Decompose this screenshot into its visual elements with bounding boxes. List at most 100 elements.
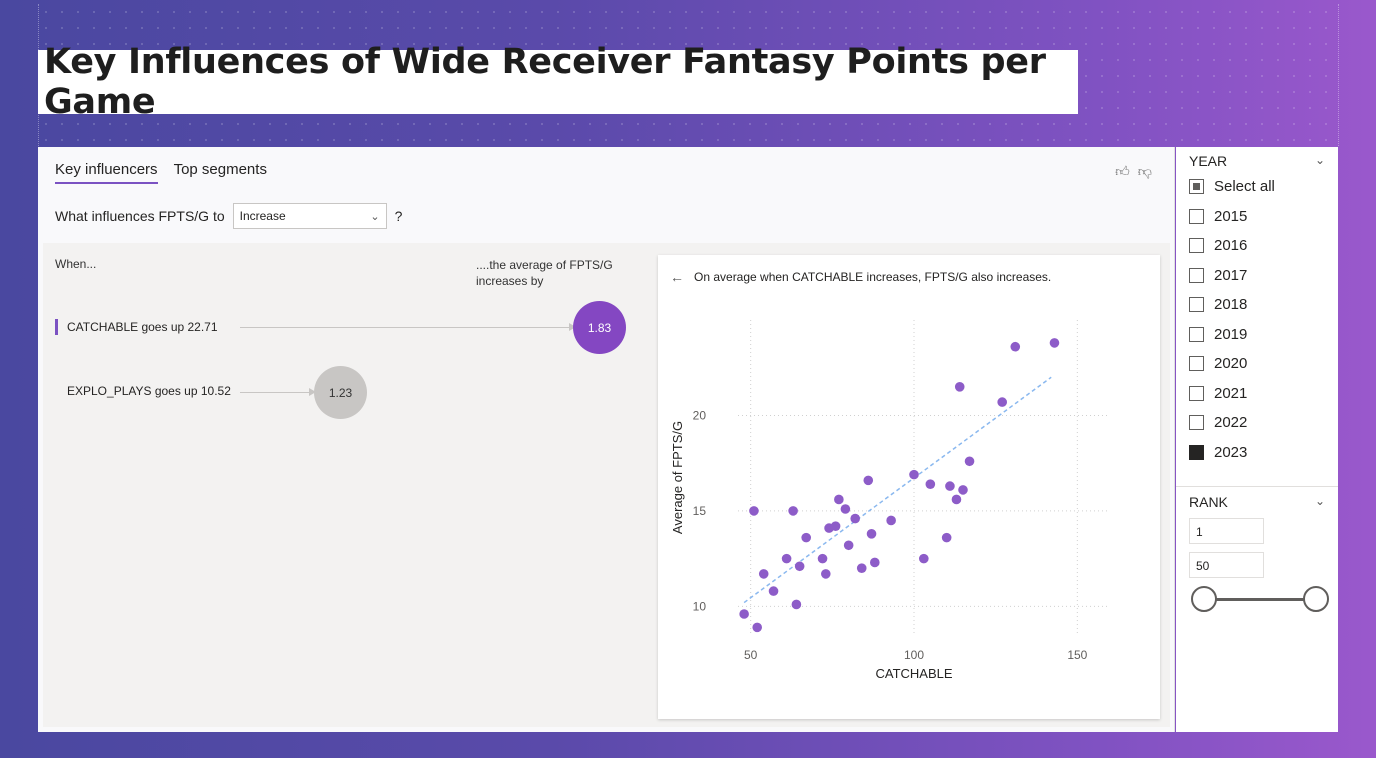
year-slicer-item-label: 2015 bbox=[1214, 208, 1247, 225]
dropdown-value: Increase bbox=[240, 209, 286, 223]
slicer-divider bbox=[1176, 486, 1338, 487]
scatter-point bbox=[788, 506, 798, 516]
scatter-chart: 10 15 20 50 100 150 CATCHABLE Average of FPTS/G bbox=[658, 255, 1160, 719]
year-slicer-item-label: 2020 bbox=[1214, 355, 1247, 372]
average-label: ....the average of FPTS/G increases by bbox=[476, 257, 626, 289]
question-row: What influences FPTS/G to Increase ⌄ ? bbox=[55, 203, 402, 229]
year-slicer-item[interactable]: 2021 bbox=[1189, 385, 1247, 402]
checkbox[interactable] bbox=[1189, 445, 1204, 460]
x-tick-label: 50 bbox=[744, 648, 758, 662]
increase-dropdown[interactable]: Increase ⌄ bbox=[233, 203, 387, 229]
year-slicer-item-label: 2018 bbox=[1214, 296, 1247, 313]
scatter-point bbox=[801, 533, 811, 543]
checkbox[interactable] bbox=[1189, 238, 1204, 253]
chevron-down-icon[interactable]: ⌄ bbox=[1315, 153, 1325, 169]
header-guide-line bbox=[1338, 4, 1339, 146]
scatter-point bbox=[958, 485, 968, 495]
year-slicer-item[interactable]: 2022 bbox=[1189, 414, 1247, 431]
scatter-point bbox=[792, 600, 802, 610]
year-slicer-item-label: 2023 bbox=[1214, 444, 1247, 461]
scatter-point bbox=[955, 382, 965, 392]
checkbox[interactable] bbox=[1189, 297, 1204, 312]
scatter-point bbox=[886, 516, 896, 526]
scatter-point bbox=[818, 554, 828, 564]
checkbox[interactable] bbox=[1189, 179, 1204, 194]
year-slicer-item-label: Select all bbox=[1214, 178, 1275, 195]
checkbox[interactable] bbox=[1189, 268, 1204, 283]
y-axis-label: Average of FPTS/G bbox=[670, 421, 685, 534]
rank-slider-track[interactable] bbox=[1204, 598, 1317, 601]
year-slicer-title: YEAR bbox=[1189, 153, 1227, 169]
influencer-label: CATCHABLE goes up 22.71 bbox=[67, 320, 218, 334]
checkbox[interactable] bbox=[1189, 209, 1204, 224]
year-slicer-item[interactable]: 2015 bbox=[1189, 208, 1247, 225]
checkbox[interactable] bbox=[1189, 327, 1204, 342]
connector-line bbox=[240, 392, 312, 393]
influencer-row-explo-plays[interactable]: EXPLO_PLAYS goes up 10.52 bbox=[55, 384, 231, 398]
scatter-point bbox=[769, 586, 779, 596]
thumbs-up-icon[interactable]: 👍︎ bbox=[1115, 163, 1130, 180]
scatter-point bbox=[867, 529, 877, 539]
checkbox[interactable] bbox=[1189, 356, 1204, 371]
scatter-point bbox=[1010, 342, 1020, 352]
scatter-point bbox=[821, 569, 831, 579]
scatter-point bbox=[945, 481, 955, 491]
x-tick-label: 150 bbox=[1067, 648, 1087, 662]
chevron-down-icon[interactable]: ⌄ bbox=[1315, 494, 1325, 510]
rank-slicer-title: RANK bbox=[1189, 494, 1228, 510]
year-slicer-item[interactable]: Select all bbox=[1189, 178, 1275, 195]
year-slicer-item[interactable]: 2018 bbox=[1189, 296, 1247, 313]
year-slicer-item[interactable]: 2017 bbox=[1189, 267, 1247, 284]
tab-key-influencers[interactable]: Key influencers bbox=[55, 161, 158, 184]
year-slicer-item[interactable]: 2016 bbox=[1189, 237, 1247, 254]
year-slicer-item-label: 2016 bbox=[1214, 237, 1247, 254]
x-axis-label: CATCHABLE bbox=[875, 666, 952, 681]
tab-top-segments[interactable]: Top segments bbox=[174, 161, 267, 184]
scatter-point bbox=[919, 554, 929, 564]
scatter-point bbox=[942, 533, 952, 543]
thumbs-down-icon[interactable]: 👎︎ bbox=[1138, 163, 1152, 180]
year-slicer-item[interactable]: 2020 bbox=[1189, 355, 1247, 372]
feedback-buttons: 👍︎ 👎︎ bbox=[1115, 163, 1152, 180]
scatter-point bbox=[752, 623, 762, 633]
year-slicer-item[interactable]: 2019 bbox=[1189, 326, 1247, 343]
rank-slider-min-handle[interactable] bbox=[1191, 586, 1217, 612]
connector-line bbox=[240, 327, 572, 328]
scatter-point bbox=[965, 456, 975, 466]
question-suffix: ? bbox=[395, 208, 403, 224]
influence-bubble[interactable]: 1.23 bbox=[314, 366, 367, 419]
scatter-point bbox=[844, 540, 854, 550]
when-label: When... bbox=[55, 257, 96, 271]
scatter-point bbox=[834, 495, 844, 505]
scatter-point bbox=[1050, 338, 1060, 348]
influencer-label: EXPLO_PLAYS goes up 10.52 bbox=[67, 384, 231, 398]
scatter-point bbox=[749, 506, 759, 516]
title-box: Key Influences of Wide Receiver Fantasy … bbox=[38, 50, 1078, 114]
scatter-point bbox=[863, 476, 873, 486]
scatter-point bbox=[952, 495, 962, 505]
checkbox[interactable] bbox=[1189, 386, 1204, 401]
scatter-point bbox=[795, 561, 805, 571]
question-prefix: What influences FPTS/G to bbox=[55, 208, 225, 224]
scatter-point bbox=[926, 479, 936, 489]
scatter-point bbox=[850, 514, 860, 524]
scatter-point bbox=[782, 554, 792, 564]
scatter-point bbox=[841, 504, 851, 514]
rank-max-input[interactable]: 50 bbox=[1189, 552, 1264, 578]
influencer-row-catchable[interactable]: CATCHABLE goes up 22.71 bbox=[55, 319, 218, 335]
scatter-point bbox=[759, 569, 769, 579]
year-slicer-item-label: 2019 bbox=[1214, 326, 1247, 343]
scatter-point bbox=[857, 563, 867, 573]
influence-bubble[interactable]: 1.83 bbox=[573, 301, 626, 354]
filter-panel: YEAR ⌄ Select all 2015 2016 2017 2018 2019 202… bbox=[1176, 147, 1338, 732]
rank-min-input[interactable]: 1 bbox=[1189, 518, 1264, 544]
year-slicer-item[interactable]: 2023 bbox=[1189, 444, 1247, 461]
key-influencers-visual: Key influencers Top segments 👍︎ 👎︎ What … bbox=[38, 147, 1175, 732]
chevron-down-icon: ⌄ bbox=[370, 210, 379, 223]
checkbox[interactable] bbox=[1189, 415, 1204, 430]
scatter-point bbox=[997, 397, 1007, 407]
year-slicer-item-label: 2017 bbox=[1214, 267, 1247, 284]
rank-slider-max-handle[interactable] bbox=[1303, 586, 1329, 612]
rank-slicer-header: RANK ⌄ bbox=[1189, 494, 1325, 510]
page-title: Key Influences of Wide Receiver Fantasy … bbox=[44, 42, 1078, 122]
